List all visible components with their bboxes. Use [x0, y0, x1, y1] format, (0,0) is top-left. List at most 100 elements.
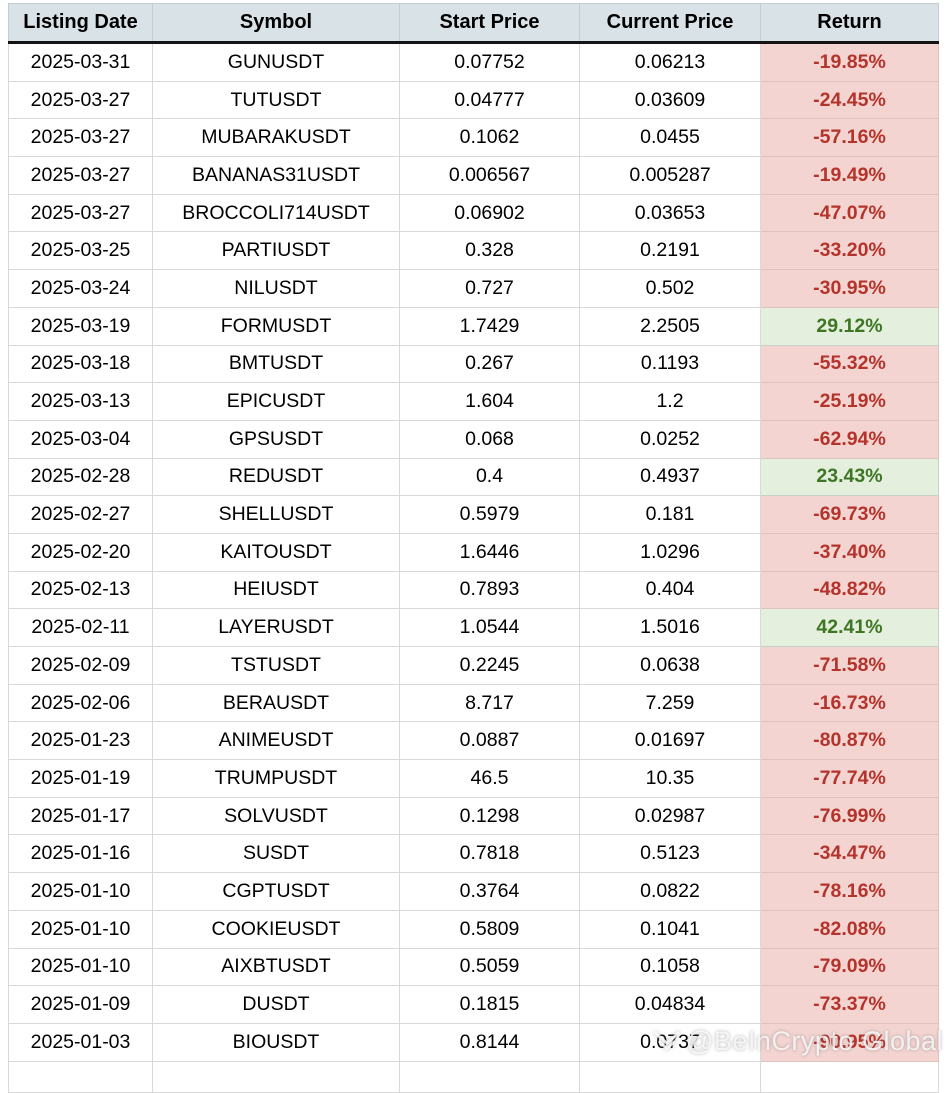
current-price-cell: 0.1041 — [579, 909, 761, 949]
return-cell: -19.49% — [760, 156, 939, 195]
listing-date-cell: 2025-01-19 — [8, 759, 153, 798]
start-price-cell: 0.07752 — [399, 42, 580, 82]
listing-date-cell: 2025-01-09 — [8, 985, 153, 1024]
table-row: 2025-03-27 TUTUSDT 0.04777 0.03609 -24.45% — [8, 80, 939, 120]
table-row: 2025-03-25 PARTIUSDT 0.328 0.2191 -33.20% — [8, 231, 939, 271]
start-price-cell: 0.068 — [399, 419, 580, 459]
symbol-cell: BIOUSDT — [152, 1022, 400, 1062]
table-row: 2025-03-27 BANANAS31USDT 0.006567 0.005287-… — [8, 156, 939, 195]
symbol-cell: GPSUSDT — [152, 419, 400, 459]
crypto-listings-table: Listing Date Symbol Start Price Current Pri… — [8, 3, 939, 1093]
empty-cell — [760, 1060, 939, 1093]
current-price-cell: 0.5123 — [579, 834, 761, 874]
current-price-cell: 0.2191 — [579, 231, 761, 271]
return-cell: -73.37% — [760, 985, 939, 1024]
start-price-cell: 0.7893 — [399, 570, 580, 610]
current-price-cell: 0.0737 — [579, 1022, 761, 1062]
table-row: 2025-02-20 KAITOUSDT 1.6446 1.0296 -37.40% — [8, 532, 939, 572]
listing-date-cell: 2025-03-31 — [8, 42, 153, 82]
listing-date-cell: 2025-03-04 — [8, 419, 153, 459]
return-cell: 42.41% — [760, 608, 939, 647]
start-price-cell: 0.04777 — [399, 80, 580, 120]
start-price-cell: 1.6446 — [399, 532, 580, 572]
start-price-cell: 0.06902 — [399, 193, 580, 233]
table-row: 2025-02-28 REDUSDT 0.4 0.4937 23.43% — [8, 457, 939, 497]
table-row: 2025-02-13 HEIUSDT 0.7893 0.404 -48.82% — [8, 570, 939, 610]
table-row: 2025-03-31 GUNUSDT 0.07752 0.06213 -19.85% — [8, 42, 939, 82]
listing-date-cell: 2025-02-27 — [8, 495, 153, 534]
return-cell: -76.99% — [760, 796, 939, 836]
listing-date-cell: 2025-03-18 — [8, 344, 153, 384]
symbol-cell: FORMUSDT — [152, 306, 400, 346]
current-price-cell: 0.0252 — [579, 419, 761, 459]
table-row: 2025-01-17 SOLVUSDT 0.1298 0.02987 -76.99% — [8, 796, 939, 836]
listing-date-cell: 2025-03-27 — [8, 156, 153, 195]
symbol-cell: SHELLUSDT — [152, 495, 400, 534]
symbol-cell: HEIUSDT — [152, 570, 400, 610]
start-price-cell: 0.1815 — [399, 985, 580, 1024]
listing-date-cell: 2025-03-25 — [8, 231, 153, 271]
listing-date-cell: 2025-03-19 — [8, 306, 153, 346]
return-cell: -24.45% — [760, 80, 939, 120]
crypto-listings-screenshot: { "table": { "columns": [ { "key": "date… — [8, 3, 943, 1093]
start-price-cell: 0.267 — [399, 344, 580, 384]
return-cell: -48.82% — [760, 570, 939, 610]
return-cell: -78.16% — [760, 872, 939, 911]
start-price-cell: 0.0887 — [399, 721, 580, 761]
table-row: 2025-02-09 TSTUSDT 0.2245 0.0638 -71.58% — [8, 646, 939, 685]
current-price-cell: 1.5016 — [579, 608, 761, 647]
table-row: 2025-01-23 ANIMEUSDT 0.0887 0.01697 -80.87% — [8, 721, 939, 761]
symbol-cell: GUNUSDT — [152, 42, 400, 82]
column-header-start: Start Price — [399, 3, 580, 44]
symbol-cell: SUSDT — [152, 834, 400, 874]
table-row: 2025-03-13 EPICUSDT 1.604 1.2 -25.19% — [8, 382, 939, 421]
symbol-cell: BMTUSDT — [152, 344, 400, 384]
symbol-cell: TRUMPUSDT — [152, 759, 400, 798]
partial-clipped-row — [8, 1060, 939, 1093]
symbol-cell: NILUSDT — [152, 269, 400, 308]
listing-date-cell: 2025-03-24 — [8, 269, 153, 308]
listing-date-cell: 2025-01-03 — [8, 1022, 153, 1062]
start-price-cell: 1.7429 — [399, 306, 580, 346]
listing-date-cell: 2025-02-20 — [8, 532, 153, 572]
current-price-cell: 0.181 — [579, 495, 761, 534]
header-row: Listing Date Symbol Start Price Current Pri… — [8, 3, 939, 44]
start-price-cell: 8.717 — [399, 683, 580, 723]
current-price-cell: 2.2505 — [579, 306, 761, 346]
table-row: 2025-01-19 TRUMPUSDT 46.5 10.35 -77.74% — [8, 759, 939, 798]
symbol-cell: REDUSDT — [152, 457, 400, 497]
start-price-cell: 46.5 — [399, 759, 580, 798]
start-price-cell: 0.4 — [399, 457, 580, 497]
listing-date-cell: 2025-01-23 — [8, 721, 153, 761]
current-price-cell: 7.259 — [579, 683, 761, 723]
current-price-cell: 0.502 — [579, 269, 761, 308]
symbol-cell: ANIMEUSDT — [152, 721, 400, 761]
symbol-cell: TUTUSDT — [152, 80, 400, 120]
start-price-cell: 0.1298 — [399, 796, 580, 836]
symbol-cell: TSTUSDT — [152, 646, 400, 685]
column-header-symbol: Symbol — [152, 3, 400, 44]
return-cell: -69.73% — [760, 495, 939, 534]
return-cell: -79.09% — [760, 947, 939, 987]
listing-date-cell: 2025-02-06 — [8, 683, 153, 723]
table-row: 2025-01-09 DUSDT 0.1815 0.04834 -73.37% — [8, 985, 939, 1024]
table-row: 2025-03-04 GPSUSDT 0.068 0.0252 -62.94% — [8, 419, 939, 459]
table-row: 2025-03-27 BROCCOLI714USDT 0.06902 0.03653-… — [8, 193, 939, 233]
symbol-cell: AIXBTUSDT — [152, 947, 400, 987]
table-row: 2025-02-11 LAYERUSDT 1.0544 1.5016 42.41% — [8, 608, 939, 647]
symbol-cell: EPICUSDT — [152, 382, 400, 421]
listing-date-cell: 2025-01-17 — [8, 796, 153, 836]
empty-cell — [8, 1060, 153, 1093]
table-row: 2025-01-10 CGPTUSDT 0.3764 0.0822 -78.16% — [8, 872, 939, 911]
table-row: 2025-01-03 BIOUSDT 0.8144 0.0737 -90.95% — [8, 1022, 939, 1062]
empty-cell — [152, 1060, 400, 1093]
symbol-cell: BERAUSDT — [152, 683, 400, 723]
column-header-date: Listing Date — [8, 3, 153, 44]
table-row: 2025-01-16 SUSDT 0.7818 0.5123 -34.47% — [8, 834, 939, 874]
current-price-cell: 0.0638 — [579, 646, 761, 685]
return-cell: -30.95% — [760, 269, 939, 308]
symbol-cell: BANANAS31USDT — [152, 156, 400, 195]
start-price-cell: 0.006567 — [399, 156, 580, 195]
current-price-cell: 1.2 — [579, 382, 761, 421]
table-row: 2025-01-10 AIXBTUSDT 0.5059 0.1058 -79.09% — [8, 947, 939, 987]
